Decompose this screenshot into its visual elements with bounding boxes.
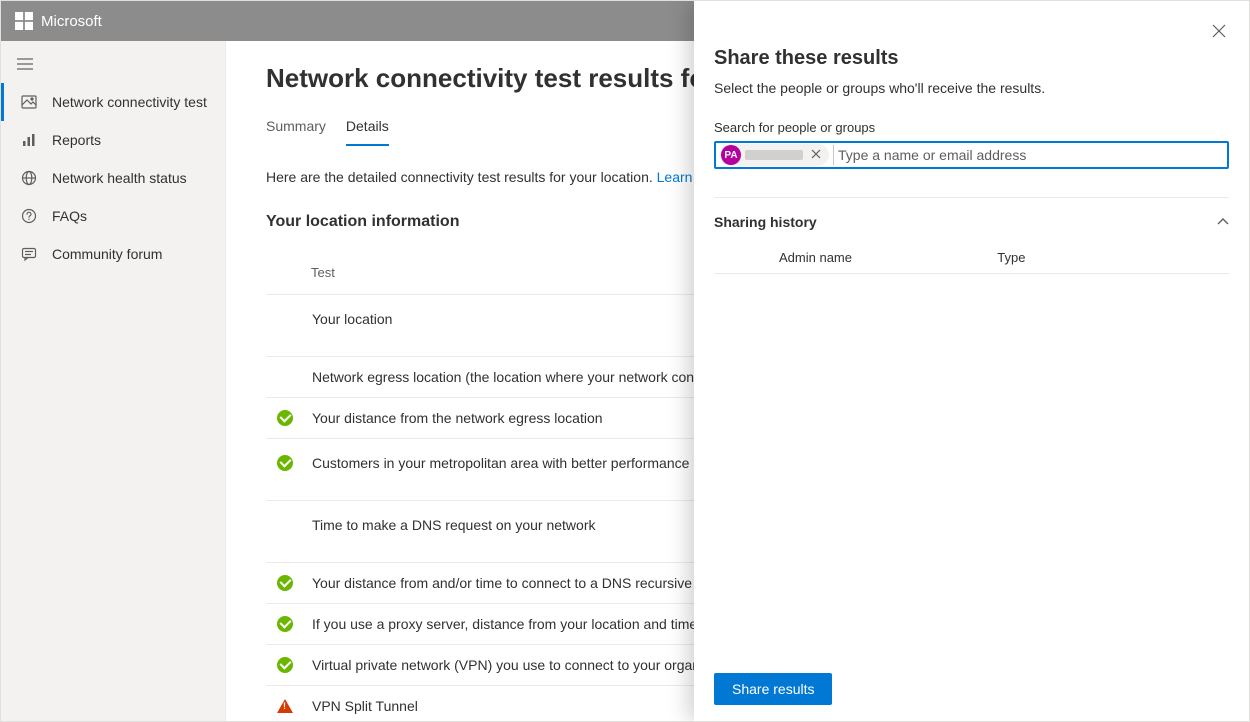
- close-button[interactable]: [1207, 19, 1231, 43]
- intro-text-body: Here are the detailed connectivity test …: [266, 169, 657, 185]
- hamburger-button[interactable]: [1, 51, 225, 83]
- status-cell: [276, 616, 294, 632]
- brand: Microsoft: [15, 12, 102, 30]
- people-picker[interactable]: PA: [714, 141, 1229, 169]
- chat-icon: [20, 245, 38, 263]
- status-cell: [276, 455, 294, 471]
- chip-remove-button[interactable]: [807, 148, 825, 162]
- panel-subtitle: Select the people or groups who'll recei…: [714, 80, 1229, 96]
- result-text: Your distance from and/or time to connec…: [312, 575, 746, 591]
- sidebar-item-network-health-status[interactable]: Network health status: [1, 159, 225, 197]
- result-text: Your distance from the network egress lo…: [312, 410, 603, 426]
- result-text: VPN Split Tunnel: [312, 698, 418, 714]
- share-results-button[interactable]: Share results: [714, 673, 832, 705]
- status-ok-icon: [277, 616, 293, 632]
- sidebar-item-label: FAQs: [52, 208, 87, 224]
- brand-label: Microsoft: [41, 13, 102, 30]
- sidebar-item-label: Reports: [52, 132, 101, 148]
- question-icon: [20, 207, 38, 225]
- hamburger-icon: [17, 58, 33, 70]
- status-ok-icon: [277, 455, 293, 471]
- history-table-header: Admin name Type: [714, 242, 1229, 274]
- image-icon: [20, 93, 38, 111]
- history-toggle[interactable]: Sharing history: [714, 210, 1229, 242]
- close-icon: [1212, 24, 1226, 38]
- status-warning-icon: [277, 699, 293, 713]
- share-panel: Share these results Select the people or…: [694, 1, 1249, 721]
- result-text: Virtual private network (VPN) you use to…: [312, 657, 741, 673]
- status-cell: [276, 410, 294, 426]
- sidebar-item-community-forum[interactable]: Community forum: [1, 235, 225, 273]
- x-icon: [811, 149, 821, 159]
- chip-avatar: PA: [721, 145, 741, 165]
- status-cell: [276, 575, 294, 591]
- sidebar-item-label: Network connectivity test: [52, 94, 207, 110]
- bars-icon: [20, 131, 38, 149]
- status-cell: [276, 657, 294, 673]
- status-ok-icon: [277, 410, 293, 426]
- chevron-up-icon: [1217, 215, 1229, 229]
- microsoft-logo-icon: [15, 12, 33, 30]
- result-text: Customers in your metropolitan area with…: [312, 455, 689, 471]
- search-label: Search for people or groups: [714, 120, 1229, 135]
- globe-icon: [20, 169, 38, 187]
- history-title: Sharing history: [714, 214, 817, 230]
- sidebar-item-label: Community forum: [52, 246, 162, 262]
- sidebar: Network connectivity test Reports Network …: [1, 41, 226, 721]
- search-input[interactable]: [833, 145, 1223, 165]
- tab-summary[interactable]: Summary: [266, 112, 326, 146]
- chip-name-redacted: [745, 150, 803, 160]
- sidebar-item-network-connectivity-test[interactable]: Network connectivity test: [1, 83, 225, 121]
- sidebar-item-faqs[interactable]: FAQs: [1, 197, 225, 235]
- tab-details[interactable]: Details: [346, 112, 389, 146]
- col-admin-name: Admin name: [714, 250, 997, 265]
- sidebar-item-label: Network health status: [52, 170, 187, 186]
- status-ok-icon: [277, 657, 293, 673]
- result-text: Time to make a DNS request on your netwo…: [312, 517, 596, 533]
- status-cell: [276, 699, 294, 713]
- status-ok-icon: [277, 575, 293, 591]
- sidebar-item-reports[interactable]: Reports: [1, 121, 225, 159]
- col-type: Type: [997, 250, 1229, 265]
- person-chip: PA: [720, 144, 829, 166]
- result-text: Your location: [312, 311, 392, 327]
- panel-title: Share these results: [714, 47, 1229, 70]
